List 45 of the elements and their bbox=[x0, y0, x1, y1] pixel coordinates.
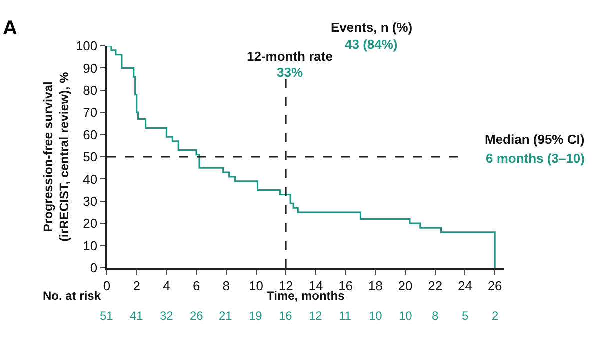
x-tick-label: 2 bbox=[133, 278, 140, 294]
annotation: 33% bbox=[277, 65, 304, 80]
y-tick-label: 90 bbox=[83, 60, 98, 76]
y-tick-label: 60 bbox=[83, 127, 98, 142]
text: 32 bbox=[160, 309, 174, 323]
y-tick-label: 20 bbox=[83, 216, 98, 232]
text: 11 bbox=[339, 309, 352, 323]
text: 12 bbox=[309, 309, 323, 323]
text: 26 bbox=[190, 309, 204, 323]
annotation: Median (95% CI) bbox=[485, 132, 585, 147]
y-tick-label: 40 bbox=[83, 172, 98, 187]
x-tick-label: 26 bbox=[488, 278, 502, 294]
y-tick-label: 80 bbox=[83, 82, 98, 98]
y-tick-label: 30 bbox=[83, 194, 98, 209]
y-tick-label: 10 bbox=[83, 238, 98, 254]
text: 10 bbox=[369, 309, 383, 323]
text: 19 bbox=[249, 309, 263, 323]
x-tick-label: 18 bbox=[368, 278, 383, 294]
y-axis-title: Progression-free survival (irRECIST, central review), % bbox=[41, 72, 72, 242]
annotation: 43 (84%) bbox=[345, 37, 398, 52]
y-tick-label: 0 bbox=[90, 260, 98, 276]
text: 8 bbox=[432, 309, 439, 323]
text: 41 bbox=[130, 309, 144, 323]
text: 2 bbox=[492, 309, 499, 323]
text: 21 bbox=[219, 309, 233, 323]
annotation: 6 months (3–10) bbox=[486, 151, 585, 166]
text: 51 bbox=[100, 309, 114, 323]
text: 10 bbox=[399, 309, 413, 323]
x-tick-label: 20 bbox=[398, 278, 413, 294]
x-tick-label: 6 bbox=[192, 278, 200, 294]
x-tick-label: 8 bbox=[222, 278, 230, 294]
x-tick-label: 10 bbox=[249, 278, 264, 294]
y-tick-label: 50 bbox=[83, 150, 98, 165]
x-tick-label: 24 bbox=[458, 278, 472, 294]
chart-title: A bbox=[3, 18, 18, 40]
y-tick-label: 100 bbox=[76, 38, 98, 54]
text: 16 bbox=[279, 309, 293, 323]
x-tick-label: 22 bbox=[428, 278, 443, 294]
annotation: 12-month rate bbox=[247, 49, 333, 64]
text: Events, n (%) bbox=[331, 20, 413, 35]
x-tick-label: 4 bbox=[163, 278, 170, 294]
text: No. at risk bbox=[43, 289, 102, 303]
y-tick-label: 70 bbox=[83, 105, 98, 120]
text: 5 bbox=[462, 309, 469, 323]
x-tick-label: 0 bbox=[103, 278, 111, 294]
